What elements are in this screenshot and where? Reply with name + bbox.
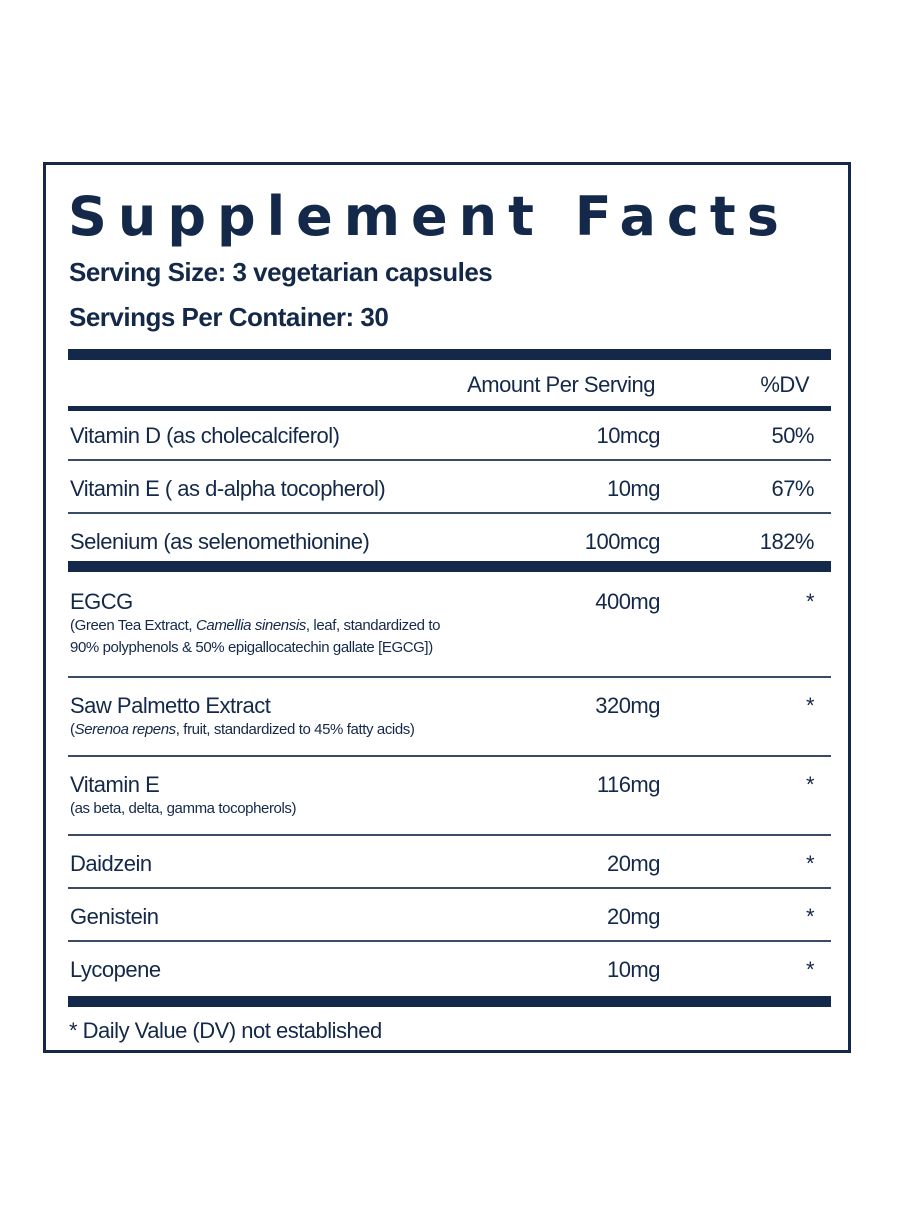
ingredient-name: Lycopene: [70, 957, 161, 982]
supplement-facts-panel: Supplement Facts Serving Size: 3 vegetar…: [43, 162, 851, 1053]
ingredient-description: (as beta, delta, gamma tocopherols): [70, 798, 297, 820]
thick-divider: [68, 561, 831, 572]
row-divider: [68, 755, 831, 757]
ingredient-dv: *: [805, 772, 815, 797]
ingredient-name: Genistein: [70, 904, 159, 929]
ingredient-dv: *: [805, 851, 815, 876]
thick-divider: [68, 996, 831, 1007]
serving-size: Serving Size: 3 vegetarian capsules: [69, 257, 493, 287]
thick-divider: [68, 349, 831, 360]
ingredient-name: Daidzein: [70, 851, 152, 876]
row-divider: [68, 940, 831, 942]
nutrient-name: Vitamin D (as cholecalciferol): [70, 423, 340, 448]
ingredient-name: Vitamin E: [70, 772, 160, 797]
ingredient-description: (Serenoa repens, fruit, standardized to …: [70, 719, 415, 741]
ingredient-amount: 20mg: [606, 851, 661, 876]
row-divider: [68, 512, 831, 514]
description-line: (as beta, delta, gamma tocopherols): [70, 800, 297, 817]
ingredient-dv: *: [805, 957, 815, 982]
ingredient-amount: 320mg: [595, 693, 660, 718]
description-text: (: [70, 721, 75, 738]
ingredient-amount: 116mg: [596, 772, 661, 797]
description-text: (Green Tea Extract,: [70, 617, 196, 634]
ingredient-name: Saw Palmetto Extract: [70, 693, 271, 718]
header-daily-value: %DV: [760, 372, 809, 397]
nutrient-dv: 50%: [771, 423, 814, 448]
daily-value-footnote: * Daily Value (DV) not established: [69, 1018, 382, 1043]
description-line: 90% polyphenols & 50% epigallocatechin g…: [70, 639, 433, 656]
nutrient-dv: 182%: [759, 529, 815, 554]
description-line: (Serenoa repens, fruit, standardized to …: [70, 719, 415, 741]
ingredient-dv: *: [805, 693, 815, 718]
header-amount-per-serving: Amount Per Serving: [467, 372, 655, 397]
botanical-name: Camellia sinensis: [195, 617, 306, 634]
ingredient-amount: 400mg: [595, 589, 660, 614]
nutrient-name: Vitamin E ( as d-alpha tocopherol): [70, 476, 386, 501]
row-divider: [68, 676, 831, 678]
row-divider: [68, 887, 831, 889]
botanical-name: Serenoa repens: [74, 721, 177, 738]
header-divider: [68, 406, 831, 411]
ingredient-dv: *: [805, 589, 815, 614]
ingredient-amount: 20mg: [606, 904, 661, 929]
servings-per-container: Servings Per Container: 30: [69, 302, 389, 332]
description-text: , leaf, standardized to: [305, 617, 441, 634]
ingredient-amount: 10mg: [606, 957, 661, 982]
ingredient-dv: *: [805, 904, 815, 929]
description-text: , fruit, standardized to 45% fatty acids…: [175, 721, 415, 738]
nutrient-name: Selenium (as selenomethionine): [70, 529, 370, 554]
ingredient-description: (Green Tea Extract, Camellia sinensis, l…: [70, 615, 441, 659]
row-divider: [68, 834, 831, 836]
nutrient-amount: 10mg: [606, 476, 661, 501]
panel-title: Supplement Facts: [68, 185, 790, 248]
nutrient-amount: 100mcg: [584, 529, 661, 554]
nutrient-dv: 67%: [771, 476, 814, 501]
nutrient-amount: 10mcg: [596, 423, 660, 448]
description-line: (Green Tea Extract, Camellia sinensis, l…: [70, 615, 441, 637]
row-divider: [68, 459, 831, 461]
ingredient-name: EGCG: [70, 589, 133, 614]
